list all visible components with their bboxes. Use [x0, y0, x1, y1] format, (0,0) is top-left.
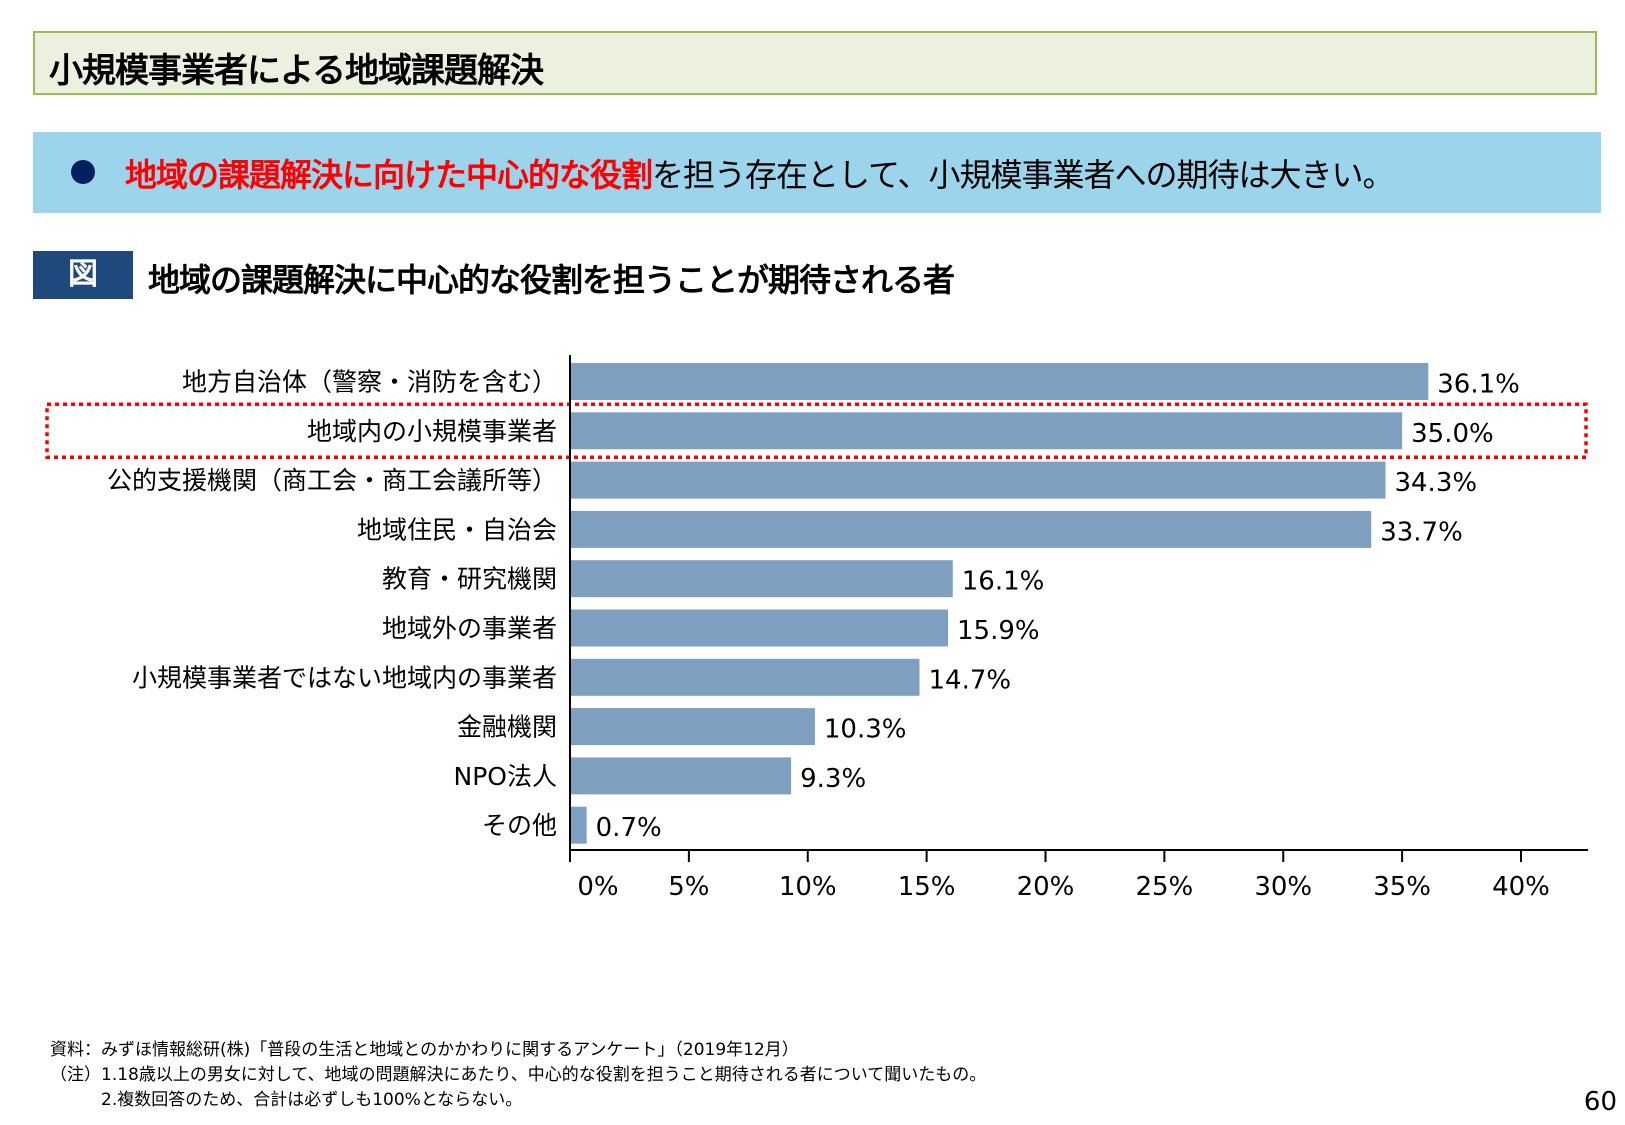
bullet-icon	[71, 160, 95, 184]
category-label: 地域住民・自治会	[357, 515, 557, 544]
category-label: 金融機関	[457, 713, 557, 742]
x-tick-label: 40%	[1492, 872, 1550, 902]
bar	[570, 609, 949, 647]
bar	[570, 412, 1403, 450]
figure-tag: 図	[33, 251, 133, 299]
x-tick-label: 20%	[1017, 872, 1075, 902]
note-2: 2.複数回答のため、合計は必ずしも100%とならない。	[50, 1090, 523, 1110]
value-label: 15.9%	[957, 616, 1040, 646]
bar	[570, 658, 920, 696]
highlight-box	[45, 402, 1588, 460]
x-tick-label: 0%	[577, 872, 618, 902]
x-tick-label: 35%	[1373, 872, 1431, 902]
bar	[570, 708, 815, 746]
x-tick-label: 25%	[1135, 872, 1193, 902]
value-label: 10.3%	[824, 715, 907, 745]
category-label: 教育・研究機関	[382, 565, 557, 594]
bar-chart: 地方自治体（警察・消防を含む） 36.1% 地域内の小規模事業者 35.0% 公的支援機…	[45, 355, 1588, 902]
category-label: 小規模事業者ではない地域内の事業者	[132, 663, 557, 692]
page-number: 60	[1583, 1087, 1617, 1117]
category-label: その他	[482, 811, 557, 840]
bar	[570, 461, 1386, 499]
value-label: 14.7%	[928, 665, 1011, 695]
bar	[570, 806, 587, 844]
value-label: 34.3%	[1394, 468, 1477, 498]
summary-highlight: 地域の課題解決に向けた中心的な役割	[125, 156, 653, 194]
x-tick-label: 10%	[779, 872, 837, 902]
bar	[570, 510, 1372, 548]
bar	[570, 363, 1429, 400]
value-label: 9.3%	[800, 764, 866, 794]
x-tick-label: 5%	[668, 872, 709, 902]
figure-title: 地域の課題解決に中心的な役割を担うことが期待される者	[148, 261, 955, 299]
category-label: 地方自治体（警察・消防を含む）	[182, 368, 557, 397]
source-note: 資料：みずほ情報総研(株)「普段の生活と地域とのかかわりに関するアンケート」（2…	[50, 1040, 799, 1060]
summary-rest: を担う存在として、小規模事業者への期待は大きい。	[652, 156, 1394, 194]
summary-banner: 地域の課題解決に向けた中心的な役割を担う存在として、小規模事業者への期待は大きい…	[33, 132, 1601, 213]
category-label: 地域内の小規模事業者	[307, 417, 557, 446]
x-tick-label: 15%	[898, 872, 956, 902]
value-label: 16.1%	[962, 567, 1045, 597]
value-label: 36.1%	[1437, 370, 1520, 400]
slide-title: 小規模事業者による地域課題解決	[49, 51, 544, 91]
category-label: 地域外の事業者	[382, 614, 557, 643]
value-label: 33.7%	[1380, 517, 1463, 547]
value-label: 35.0%	[1411, 419, 1494, 449]
summary-text: 地域の課題解決に向けた中心的な役割を担う存在として、小規模事業者への期待は大きい…	[125, 150, 1394, 196]
bar	[570, 560, 953, 598]
footnotes: 資料：みずほ情報総研(株)「普段の生活と地域とのかかわりに関するアンケート」（2…	[50, 1038, 986, 1113]
category-label: 公的支援機関（商工会・商工会議所等）	[107, 466, 557, 495]
slide-title-box: 小規模事業者による地域課題解決	[33, 31, 1597, 95]
category-label: NPO法人	[454, 762, 557, 791]
value-label: 0.7%	[596, 813, 662, 843]
x-tick-label: 30%	[1254, 872, 1312, 902]
bar	[570, 757, 792, 795]
note-1: （注）1.18歳以上の男女に対して、地域の問題解決にあたり、中心的な役割を担うこ…	[50, 1065, 987, 1085]
